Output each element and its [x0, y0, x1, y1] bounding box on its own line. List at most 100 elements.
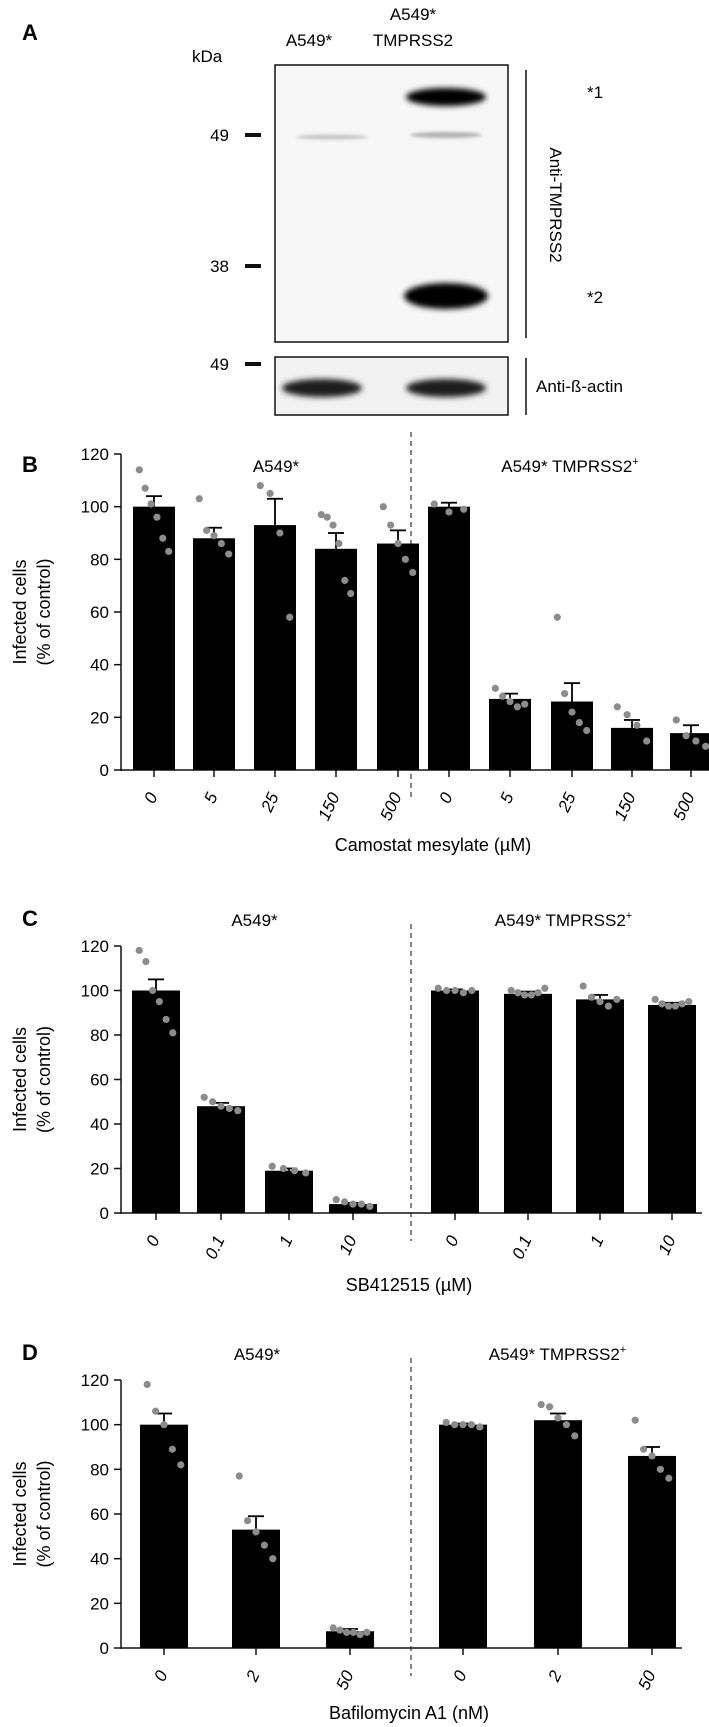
data-point [665, 1002, 673, 1010]
data-point [491, 684, 499, 692]
bar [377, 543, 419, 770]
data-point [568, 708, 576, 716]
data-point [658, 1000, 666, 1008]
bar [670, 733, 709, 770]
data-point [343, 1628, 351, 1636]
data-point [217, 539, 225, 548]
kda-label: kDa [192, 47, 223, 66]
data-point [349, 1200, 357, 1208]
data-point [153, 513, 161, 521]
bar [329, 1204, 377, 1213]
data-point [527, 991, 535, 999]
x-tick-label: 1 [586, 1233, 607, 1250]
data-point [513, 703, 521, 711]
x-tick-label: 150 [610, 789, 639, 823]
group-title: A549* [231, 911, 278, 930]
data-point [244, 1517, 252, 1525]
x-tick-label: 0 [449, 1667, 470, 1684]
data-point [329, 521, 337, 529]
y-axis-label-line2: (% of control) [34, 558, 54, 665]
panel-letter: B [22, 452, 38, 477]
y-tick-label: 120 [81, 1371, 109, 1390]
data-point [583, 726, 591, 735]
data-point [363, 1628, 371, 1636]
data-point [443, 986, 451, 995]
data-point [451, 986, 459, 995]
data-point [200, 1093, 208, 1101]
marker-tick-49-top [245, 133, 261, 137]
data-point [269, 1555, 277, 1563]
bar [140, 1424, 188, 1648]
band-actin-lane2 [406, 379, 486, 397]
panel-a: A kDa A549* A549* TMPRSS2 49 38 49 *1 *2… [22, 5, 623, 416]
group-title: A549* [253, 457, 300, 476]
data-point [534, 989, 542, 997]
data-point [562, 1421, 571, 1429]
y-tick-label: 60 [90, 1505, 109, 1524]
x-tick-label: 50 [332, 1667, 357, 1693]
data-point [546, 1403, 554, 1411]
x-tick-label: 150 [314, 789, 343, 823]
x-tick-label: 50 [634, 1667, 659, 1693]
y-tick-label: 60 [90, 603, 109, 622]
data-point [579, 982, 587, 990]
x-tick-label: 2 [242, 1667, 264, 1685]
x-tick-label: 25 [554, 789, 580, 816]
data-point [434, 984, 442, 992]
data-point [234, 1107, 242, 1115]
data-point [141, 484, 149, 492]
data-point [169, 1029, 177, 1037]
data-point [143, 1380, 151, 1389]
bar [504, 993, 552, 1213]
antibody-top-label: Anti-TMPRSS2 [546, 147, 565, 262]
data-point [409, 568, 417, 577]
data-point [459, 1421, 467, 1429]
group-title-text: A549* TMPRSS2 [495, 911, 626, 930]
data-point [341, 1198, 349, 1206]
data-point [235, 1472, 243, 1480]
bar [576, 999, 624, 1213]
data-point [521, 991, 529, 999]
data-point [347, 589, 355, 598]
y-tick-label: 80 [90, 550, 109, 569]
data-point [571, 1432, 579, 1440]
y-tick-label: 0 [100, 761, 109, 780]
data-point [217, 1102, 225, 1110]
bar [489, 698, 531, 770]
bar [439, 1424, 487, 1648]
data-point [451, 1421, 459, 1429]
data-point [225, 550, 233, 558]
band-tmprss2-full [406, 88, 486, 106]
data-point [672, 716, 680, 724]
data-point [554, 1414, 562, 1422]
y-tick-label: 60 [90, 1071, 109, 1090]
data-point [575, 719, 583, 727]
band-faint-lane1 [296, 134, 368, 140]
data-point [640, 1445, 648, 1453]
data-point [613, 703, 621, 711]
marker-38: 38 [210, 257, 229, 276]
data-point [499, 692, 507, 700]
x-tick-label: 25 [257, 789, 283, 816]
data-point [442, 1418, 450, 1427]
data-point [335, 539, 343, 548]
panel-letter: C [22, 906, 38, 931]
y-axis-label-line2: (% of control) [34, 1026, 54, 1133]
data-point [203, 526, 211, 534]
data-point [209, 1098, 217, 1106]
data-point [155, 998, 163, 1006]
data-point [394, 539, 402, 548]
data-point [149, 986, 157, 995]
data-point [256, 482, 264, 490]
y-tick-label: 120 [81, 937, 109, 956]
group-title-text: A549* [231, 911, 278, 930]
y-axis-label-line1: Infected cells [10, 1461, 30, 1566]
bar [648, 1004, 696, 1213]
data-point [302, 1169, 310, 1177]
data-point [266, 489, 274, 498]
data-point [506, 697, 514, 706]
x-tick-label: 0.1 [201, 1233, 228, 1262]
data-point [588, 993, 596, 1001]
data-point [521, 700, 529, 708]
